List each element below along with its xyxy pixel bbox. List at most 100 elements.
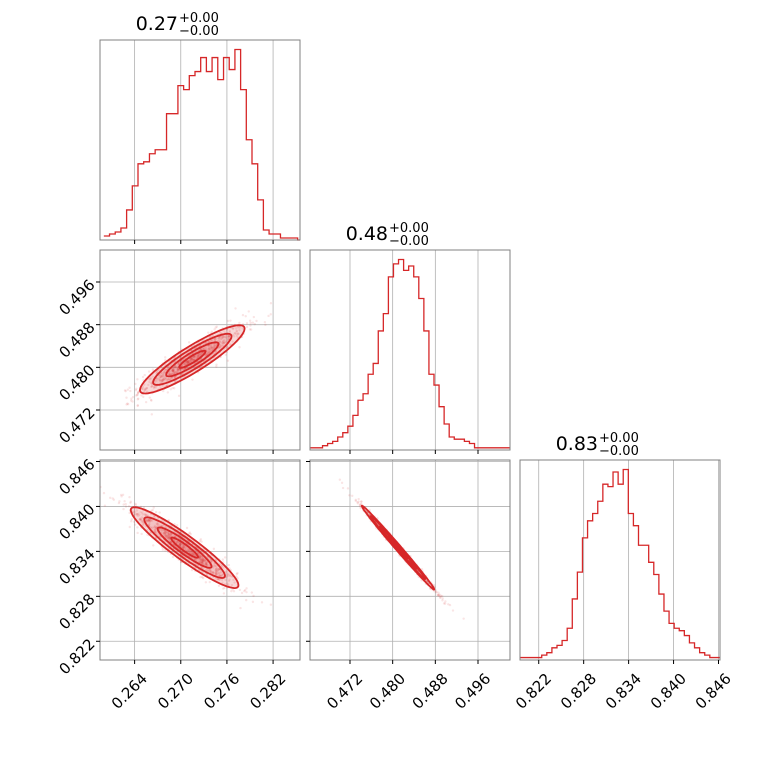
- scatter-point: [201, 560, 205, 563]
- scatter-point: [167, 536, 170, 540]
- scatter-point: [146, 519, 150, 522]
- scatter-point: [196, 355, 200, 359]
- scatter-point: [185, 360, 188, 364]
- scatter-point: [138, 518, 142, 521]
- scatter-point: [196, 354, 200, 357]
- scatter-point: [163, 532, 167, 535]
- scatter-point: [175, 367, 178, 370]
- scatter-point: [160, 371, 164, 375]
- scatter-point: [188, 549, 191, 552]
- scatter-point: [143, 388, 147, 391]
- scatter-point: [212, 346, 216, 350]
- scatter-point: [357, 497, 360, 501]
- scatter-point: [182, 545, 186, 548]
- scatter-point: [164, 359, 167, 362]
- scatter-point: [176, 540, 179, 544]
- scatter-point: [168, 536, 171, 539]
- scatter-point: [218, 340, 221, 343]
- panel-title-value: 0.48: [346, 223, 388, 245]
- scatter-point: [144, 513, 147, 517]
- scatter-point: [153, 525, 156, 529]
- x-tick-label: 0.488: [409, 670, 452, 713]
- scatter-point: [210, 346, 213, 350]
- scatter-point: [190, 358, 194, 361]
- scatter-point: [234, 332, 237, 335]
- scatter-point: [199, 559, 203, 563]
- scatter-point: [163, 529, 166, 532]
- scatter-point: [148, 518, 151, 521]
- scatter-point: [136, 393, 139, 397]
- scatter-point: [133, 523, 137, 526]
- scatter-point: [185, 361, 188, 364]
- scatter-point: [141, 385, 145, 389]
- scatter-point: [201, 562, 204, 565]
- scatter-point: [139, 518, 142, 521]
- scatter-point: [167, 533, 171, 536]
- scatter-point: [161, 378, 165, 381]
- scatter-point: [154, 531, 157, 534]
- scatter-point: [338, 478, 342, 481]
- scatter-point: [192, 358, 195, 362]
- scatter-point: [136, 398, 139, 401]
- scatter-point: [199, 352, 202, 356]
- scatter-point: [157, 368, 161, 372]
- scatter-point: [226, 573, 229, 576]
- scatter-point: [175, 541, 178, 544]
- scatter-point: [201, 558, 204, 561]
- scatter-point: [157, 523, 160, 527]
- scatter-point: [172, 368, 175, 371]
- scatter-point: [221, 341, 224, 344]
- scatter-point: [208, 344, 211, 347]
- scatter-point: [243, 589, 246, 593]
- scatter-point: [152, 544, 155, 547]
- contour-level: [152, 332, 233, 386]
- x-tick-label: 0.282: [246, 670, 289, 713]
- scatter-point: [151, 375, 154, 378]
- scatter-point: [200, 558, 203, 562]
- scatter-point: [212, 566, 215, 569]
- scatter-point: [215, 567, 218, 570]
- scatter-point: [178, 544, 182, 547]
- scatter-point: [131, 400, 134, 403]
- scatter-point: [198, 560, 202, 564]
- scatter-point: [125, 403, 128, 406]
- scatter-point: [156, 523, 159, 526]
- scatter-point: [360, 500, 363, 503]
- scatter-point: [198, 559, 201, 562]
- scatter-point: [340, 481, 344, 485]
- scatter-point: [218, 572, 221, 575]
- scatter-point: [174, 375, 178, 378]
- scatter-point: [360, 500, 363, 503]
- scatter-point: [102, 491, 106, 495]
- scatter-point: [208, 347, 211, 350]
- scatter-point: [172, 369, 175, 372]
- scatter-point: [263, 320, 267, 324]
- panel-frame: [309, 249, 511, 451]
- scatter-point: [176, 368, 179, 371]
- scatter-point: [241, 313, 245, 317]
- scatter-point: [187, 360, 190, 363]
- scatter-point: [198, 555, 202, 559]
- scatter-point: [167, 535, 170, 538]
- scatter-point: [164, 531, 168, 534]
- scatter-point: [159, 375, 163, 379]
- scatter-point: [221, 344, 224, 348]
- scatter-point: [219, 335, 222, 339]
- scatter-point: [211, 571, 215, 574]
- scatter-point: [186, 359, 189, 362]
- scatter-point: [144, 513, 147, 516]
- scatter-point: [149, 531, 153, 534]
- scatter-point: [358, 504, 362, 507]
- scatter-point: [441, 599, 444, 602]
- scatter-point: [214, 571, 217, 575]
- scatter-point: [163, 370, 166, 373]
- scatter-point: [128, 495, 131, 499]
- scatter-point: [173, 371, 176, 374]
- scatter-point: [122, 503, 125, 506]
- scatter-point: [161, 373, 165, 376]
- scatter-point: [435, 590, 438, 594]
- scatter-point: [201, 560, 204, 563]
- scatter-point: [163, 377, 166, 380]
- scatter-point: [190, 568, 194, 572]
- scatter-point: [145, 386, 149, 390]
